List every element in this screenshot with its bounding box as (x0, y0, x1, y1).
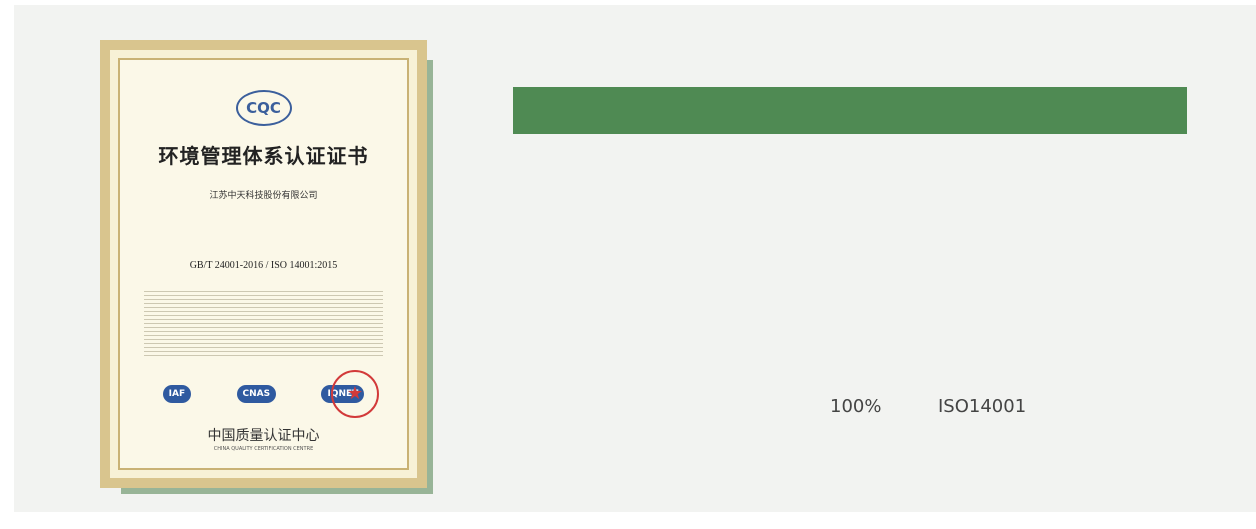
heading-bar (513, 87, 1187, 134)
certificate-issuer-en: CHINA QUALITY CERTIFICATION CENTRE (120, 446, 407, 452)
page: {"certificate": {"logo": "CQC", "title":… (0, 0, 1256, 529)
certificate: CQC 环境管理体系认证证书 江苏中天科技股份有限公司 GB/T 24001-2… (100, 40, 427, 488)
certificate-seal: ★ (331, 370, 379, 418)
certificate-company: 江苏中天科技股份有限公司 (120, 188, 407, 201)
certificate-text-lines (144, 288, 383, 358)
certificate-standard: GB/T 24001-2016 / ISO 14001:2015 (120, 260, 407, 271)
stat-standard: ISO14001 (938, 396, 1026, 417)
stat-percent: 100% (830, 396, 881, 417)
certificate-frame: CQC 环境管理体系认证证书 江苏中天科技股份有限公司 GB/T 24001-2… (118, 58, 409, 470)
certificate-title: 环境管理体系认证证书 (120, 140, 407, 169)
certificate-issuer: 中国质量认证中心 (120, 425, 407, 445)
badge: IAF (163, 385, 191, 403)
certificate-logo: CQC (236, 90, 292, 126)
badge: CNAS (237, 385, 277, 403)
